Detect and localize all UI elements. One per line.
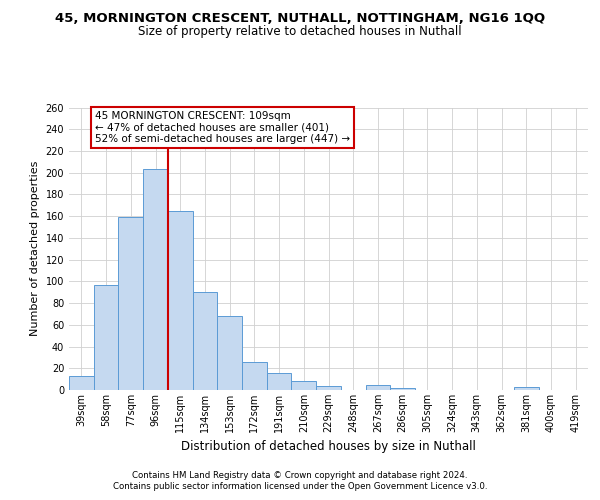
Text: Contains public sector information licensed under the Open Government Licence v3: Contains public sector information licen… [113,482,487,491]
Bar [143,170,168,390]
Bar [365,384,390,390]
Bar [69,376,94,390]
Bar [193,292,217,390]
Bar [94,284,118,390]
Bar [292,382,316,390]
Bar [390,388,415,390]
Y-axis label: Number of detached properties: Number of detached properties [30,161,40,336]
Bar [514,386,539,390]
Text: 45 MORNINGTON CRESCENT: 109sqm
← 47% of detached houses are smaller (401)
52% of: 45 MORNINGTON CRESCENT: 109sqm ← 47% of … [95,111,350,144]
X-axis label: Distribution of detached houses by size in Nuthall: Distribution of detached houses by size … [181,440,476,454]
Bar [267,372,292,390]
Text: Size of property relative to detached houses in Nuthall: Size of property relative to detached ho… [138,25,462,38]
Bar [118,217,143,390]
Bar [242,362,267,390]
Text: 45, MORNINGTON CRESCENT, NUTHALL, NOTTINGHAM, NG16 1QQ: 45, MORNINGTON CRESCENT, NUTHALL, NOTTIN… [55,12,545,26]
Text: Contains HM Land Registry data © Crown copyright and database right 2024.: Contains HM Land Registry data © Crown c… [132,471,468,480]
Bar [217,316,242,390]
Bar [316,386,341,390]
Bar [168,210,193,390]
